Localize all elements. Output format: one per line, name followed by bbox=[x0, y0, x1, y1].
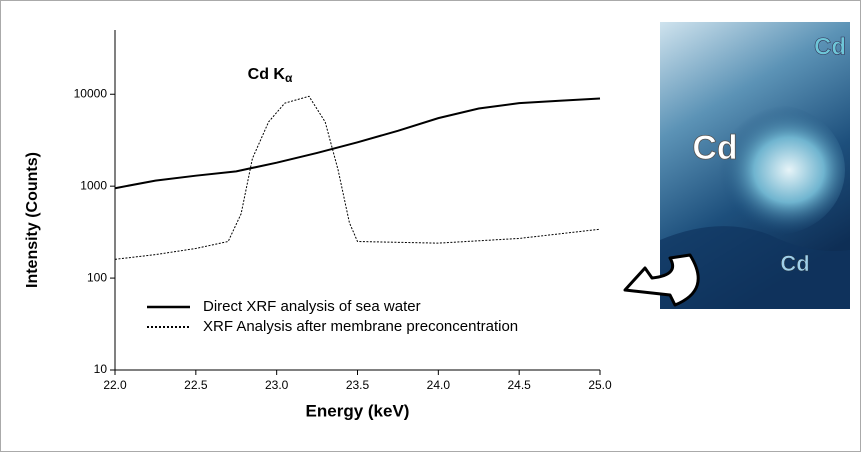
y-axis-label: Intensity (Counts) bbox=[24, 152, 41, 288]
y-tick-label: 100 bbox=[87, 270, 107, 284]
x-tick-label: 24.5 bbox=[507, 378, 531, 392]
image-label: Cd bbox=[780, 251, 809, 276]
x-axis-label: Energy (keV) bbox=[306, 401, 410, 420]
wave-base bbox=[660, 226, 850, 309]
y-tick-label: 1000 bbox=[80, 178, 107, 192]
curved-arrow bbox=[623, 253, 700, 307]
wave-curl bbox=[705, 105, 845, 235]
image-label: Cd bbox=[692, 129, 737, 167]
annotation-text: Cd K bbox=[248, 66, 286, 83]
x-tick-label: 23.0 bbox=[265, 378, 289, 392]
annotation: Cd Kα bbox=[248, 66, 293, 85]
series-line bbox=[114, 95, 601, 260]
annotation-subscript: α bbox=[285, 71, 293, 85]
y-tick-label: 10 bbox=[94, 362, 108, 376]
x-tick-label: 24.0 bbox=[427, 378, 451, 392]
y-tick-label: 10000 bbox=[74, 86, 108, 100]
legend-label: XRF Analysis after membrane preconcentra… bbox=[203, 318, 518, 335]
image-label: Cd bbox=[814, 33, 846, 60]
x-tick-label: 22.0 bbox=[103, 378, 127, 392]
x-tick-label: 23.5 bbox=[346, 378, 370, 392]
x-tick-label: 25.0 bbox=[588, 378, 612, 392]
x-tick-label: 22.5 bbox=[184, 378, 208, 392]
series-line bbox=[114, 97, 601, 190]
legend-label: Direct XRF analysis of sea water bbox=[203, 298, 421, 315]
